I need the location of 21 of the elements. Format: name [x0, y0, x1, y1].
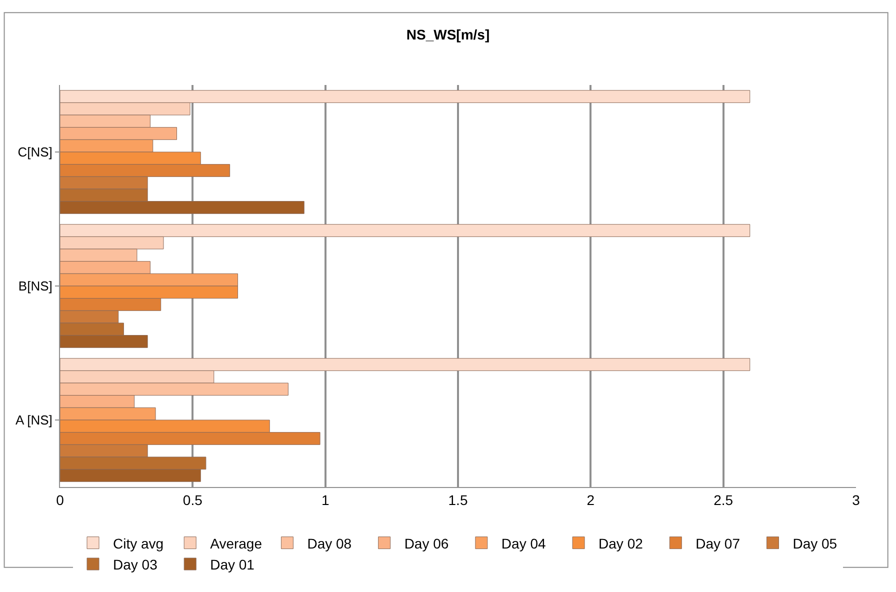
- legend-label: Day 07: [696, 535, 740, 552]
- x-tick-label: 0: [56, 492, 64, 508]
- legend-label: Average: [210, 535, 262, 552]
- x-tick-label: 1.5: [448, 492, 468, 508]
- x-tick-label: 0.5: [182, 492, 203, 508]
- y-tick-label: B[NS]: [18, 278, 52, 294]
- x-tick-label: 1: [321, 492, 330, 508]
- y-tick-label: A [NS]: [16, 412, 52, 428]
- x-tick-label: 3: [852, 492, 860, 508]
- y-tick-label: C[NS]: [18, 144, 52, 160]
- legend-label: Day 03: [113, 556, 158, 572]
- legend-label: Day 04: [501, 535, 546, 552]
- legend-label: Day 02: [598, 535, 644, 552]
- chart-title: NS_WS[m/s]: [406, 26, 490, 42]
- x-tick-label: 2.5: [714, 492, 734, 508]
- x-tick-label: 2: [586, 492, 595, 508]
- legend-label: Day 01: [210, 556, 255, 572]
- legend-label: Day 08: [307, 535, 352, 552]
- legend-label: City avg: [113, 535, 164, 552]
- legend-label: Day 05: [792, 535, 838, 552]
- legend-label: Day 06: [404, 535, 449, 552]
